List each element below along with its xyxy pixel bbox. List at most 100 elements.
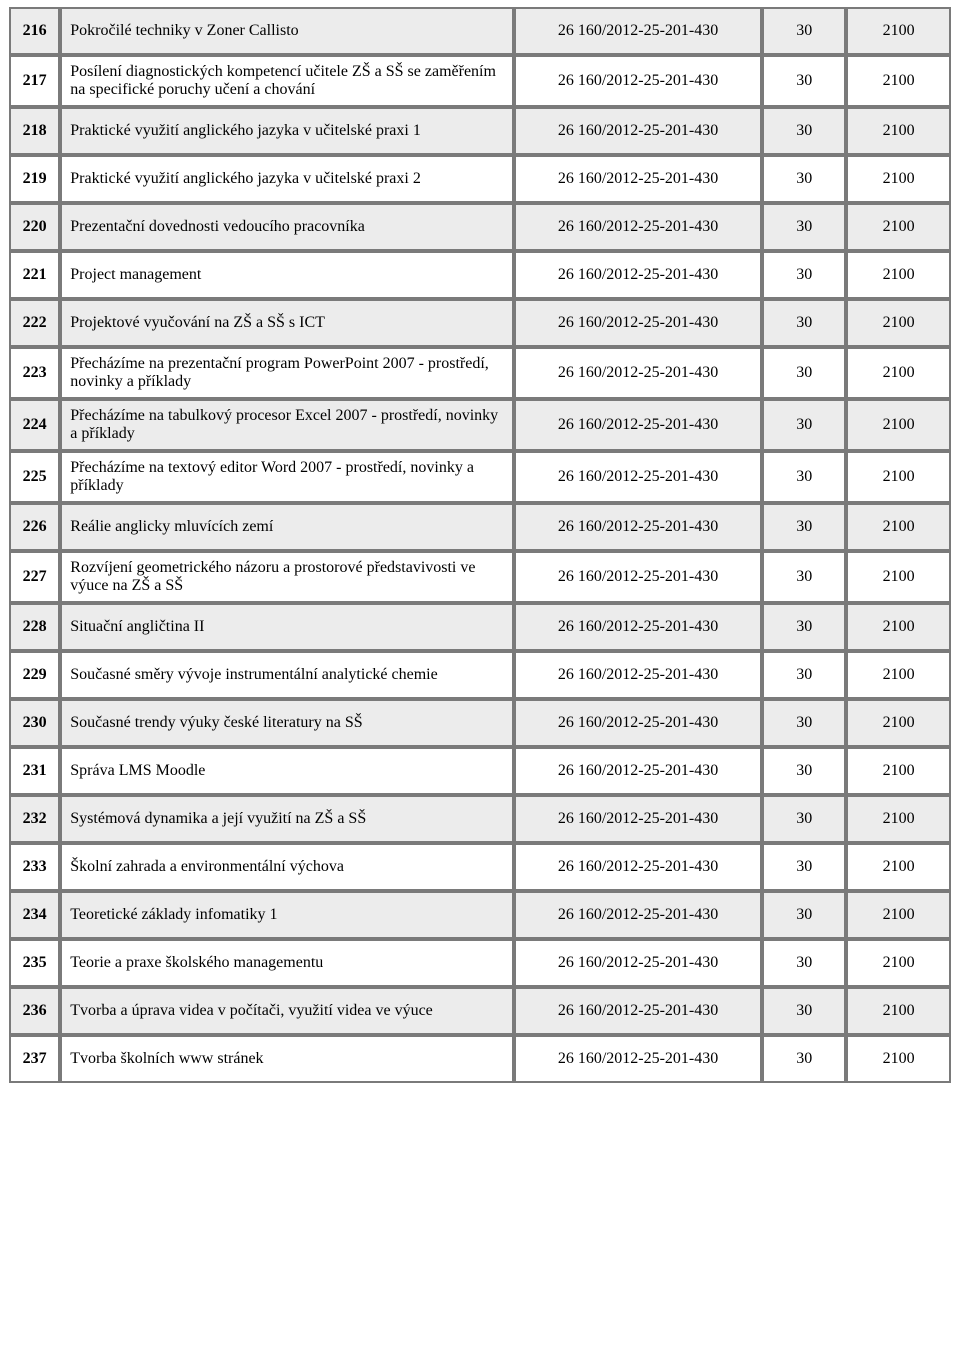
row-name: Reálie anglicky mluvících zemí [61,504,513,550]
table-row: 227Rozvíjení geometrického názoru a pros… [10,552,950,602]
row-hours: 30 [763,748,845,794]
row-name: Přecházíme na prezentační program PowerP… [61,348,513,398]
row-hours: 30 [763,504,845,550]
row-hours: 30 [763,988,845,1034]
row-reference: 26 160/2012-25-201-430 [515,892,761,938]
row-index: 229 [10,652,59,698]
row-index: 219 [10,156,59,202]
row-reference: 26 160/2012-25-201-430 [515,796,761,842]
table-row: 235Teorie a praxe školského managementu2… [10,940,950,986]
row-price: 2100 [847,8,950,54]
table-row: 221Project management26 160/2012-25-201-… [10,252,950,298]
row-index: 223 [10,348,59,398]
row-reference: 26 160/2012-25-201-430 [515,844,761,890]
table-row: 229Současné směry vývoje instrumentální … [10,652,950,698]
row-price: 2100 [847,56,950,106]
row-index: 225 [10,452,59,502]
row-reference: 26 160/2012-25-201-430 [515,156,761,202]
row-hours: 30 [763,604,845,650]
row-hours: 30 [763,8,845,54]
row-hours: 30 [763,796,845,842]
row-reference: 26 160/2012-25-201-430 [515,1036,761,1082]
row-price: 2100 [847,252,950,298]
row-reference: 26 160/2012-25-201-430 [515,300,761,346]
row-hours: 30 [763,400,845,450]
row-name: Přecházíme na textový editor Word 2007 -… [61,452,513,502]
row-name: Současné směry vývoje instrumentální ana… [61,652,513,698]
row-name: Praktické využití anglického jazyka v uč… [61,108,513,154]
row-hours: 30 [763,204,845,250]
row-hours: 30 [763,56,845,106]
row-price: 2100 [847,452,950,502]
row-name: Situační angličtina II [61,604,513,650]
row-name: Rozvíjení geometrického názoru a prostor… [61,552,513,602]
row-hours: 30 [763,452,845,502]
page: 216Pokročilé techniky v Zoner Callisto26… [0,0,960,1090]
row-price: 2100 [847,552,950,602]
table-row: 233Školní zahrada a environmentální vých… [10,844,950,890]
row-hours: 30 [763,156,845,202]
row-hours: 30 [763,892,845,938]
row-price: 2100 [847,796,950,842]
row-price: 2100 [847,604,950,650]
row-index: 232 [10,796,59,842]
row-reference: 26 160/2012-25-201-430 [515,56,761,106]
row-hours: 30 [763,252,845,298]
row-hours: 30 [763,108,845,154]
table-row: 222Projektové vyučování na ZŠ a SŠ s ICT… [10,300,950,346]
row-name: Správa LMS Moodle [61,748,513,794]
row-index: 230 [10,700,59,746]
row-name: Teorie a praxe školského managementu [61,940,513,986]
row-name: Teoretické základy infomatiky 1 [61,892,513,938]
row-price: 2100 [847,940,950,986]
row-hours: 30 [763,552,845,602]
table-row: 226Reálie anglicky mluvících zemí26 160/… [10,504,950,550]
table-row: 237Tvorba školních www stránek26 160/201… [10,1036,950,1082]
row-hours: 30 [763,348,845,398]
row-price: 2100 [847,400,950,450]
row-name: Praktické využití anglického jazyka v uč… [61,156,513,202]
row-index: 222 [10,300,59,346]
row-hours: 30 [763,940,845,986]
row-hours: 30 [763,300,845,346]
row-name: Pokročilé techniky v Zoner Callisto [61,8,513,54]
table-row: 218Praktické využití anglického jazyka v… [10,108,950,154]
table-row: 234Teoretické základy infomatiky 126 160… [10,892,950,938]
row-reference: 26 160/2012-25-201-430 [515,940,761,986]
row-reference: 26 160/2012-25-201-430 [515,452,761,502]
course-table: 216Pokročilé techniky v Zoner Callisto26… [8,6,952,1084]
row-name: Současné trendy výuky české literatury n… [61,700,513,746]
row-price: 2100 [847,348,950,398]
table-row: 216Pokročilé techniky v Zoner Callisto26… [10,8,950,54]
row-index: 220 [10,204,59,250]
row-reference: 26 160/2012-25-201-430 [515,652,761,698]
row-name: Project management [61,252,513,298]
row-reference: 26 160/2012-25-201-430 [515,108,761,154]
row-price: 2100 [847,300,950,346]
row-name: Systémová dynamika a její využití na ZŠ … [61,796,513,842]
table-row: 225Přecházíme na textový editor Word 200… [10,452,950,502]
row-name: Přecházíme na tabulkový procesor Excel 2… [61,400,513,450]
row-price: 2100 [847,844,950,890]
row-index: 236 [10,988,59,1034]
row-price: 2100 [847,988,950,1034]
table-row: 230Současné trendy výuky české literatur… [10,700,950,746]
table-row: 232Systémová dynamika a její využití na … [10,796,950,842]
table-row: 228Situační angličtina II26 160/2012-25-… [10,604,950,650]
row-reference: 26 160/2012-25-201-430 [515,700,761,746]
row-index: 237 [10,1036,59,1082]
row-reference: 26 160/2012-25-201-430 [515,204,761,250]
row-reference: 26 160/2012-25-201-430 [515,988,761,1034]
row-price: 2100 [847,156,950,202]
row-price: 2100 [847,700,950,746]
row-index: 216 [10,8,59,54]
table-row: 217Posílení diagnostických kompetencí uč… [10,56,950,106]
course-table-body: 216Pokročilé techniky v Zoner Callisto26… [10,8,950,1082]
row-price: 2100 [847,204,950,250]
row-hours: 30 [763,700,845,746]
row-index: 224 [10,400,59,450]
row-reference: 26 160/2012-25-201-430 [515,748,761,794]
row-index: 218 [10,108,59,154]
table-row: 219Praktické využití anglického jazyka v… [10,156,950,202]
row-reference: 26 160/2012-25-201-430 [515,400,761,450]
